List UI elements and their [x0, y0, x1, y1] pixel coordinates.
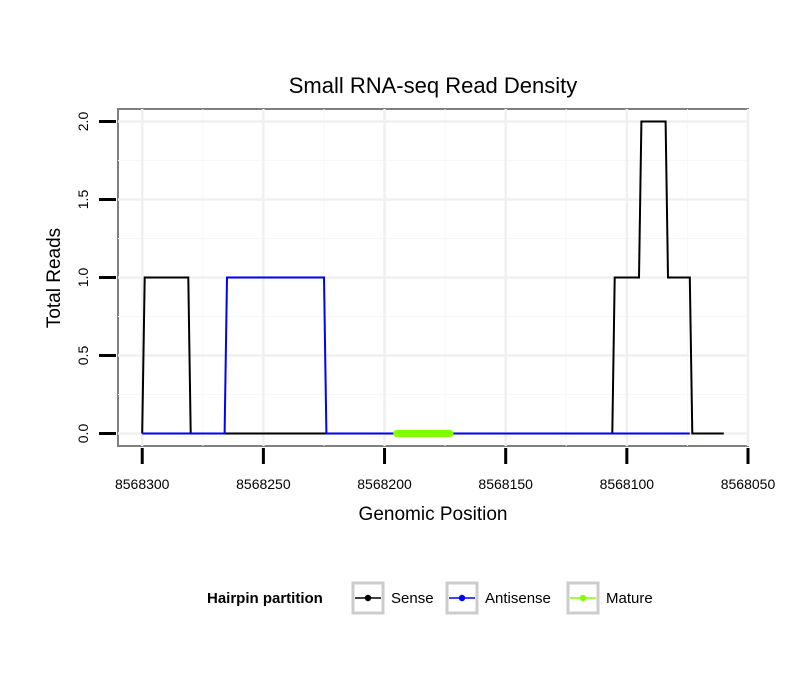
y-tick-label: 1.0: [75, 268, 91, 288]
series-line-antisense: [142, 276, 690, 435]
legend-key-antisense-point: [458, 594, 466, 602]
legend-key-sense-point: [364, 594, 372, 602]
minor-gridlines: [118, 109, 748, 446]
legend-label-antisense: Antisense: [485, 590, 551, 607]
legend: Hairpin partition Sense Antisense Mature: [207, 581, 653, 615]
x-tick-label: 8568100: [600, 476, 655, 492]
chart-title: Small RNA-seq Read Density: [289, 73, 578, 98]
y-axis-title: Total Reads: [44, 228, 65, 328]
y-tick-label: 2.0: [75, 112, 91, 132]
y-axis-ticks: 0.0 0.5 1.0 1.5 2.0: [75, 112, 116, 444]
x-tick-label: 8568300: [115, 476, 170, 492]
legend-title: Hairpin partition: [207, 590, 323, 607]
series-layer: [141, 120, 724, 437]
x-tick-label: 8568150: [478, 476, 533, 492]
y-tick-label: 1.5: [75, 190, 91, 210]
x-tick-label: 8568050: [721, 476, 776, 492]
legend-key-mature-point: [579, 594, 587, 602]
y-tick-label: 0.5: [75, 346, 91, 366]
y-tick-label: 0.0: [75, 424, 91, 444]
legend-label-mature: Mature: [606, 590, 653, 607]
legend-label-sense: Sense: [391, 590, 434, 607]
x-tick-label: 8568250: [236, 476, 291, 492]
x-axis-title: Genomic Position: [359, 504, 508, 525]
x-axis-ticks: 8568300 8568250 8568200 8568150 8568100 85680…: [115, 448, 775, 492]
x-tick-label: 8568200: [357, 476, 412, 492]
